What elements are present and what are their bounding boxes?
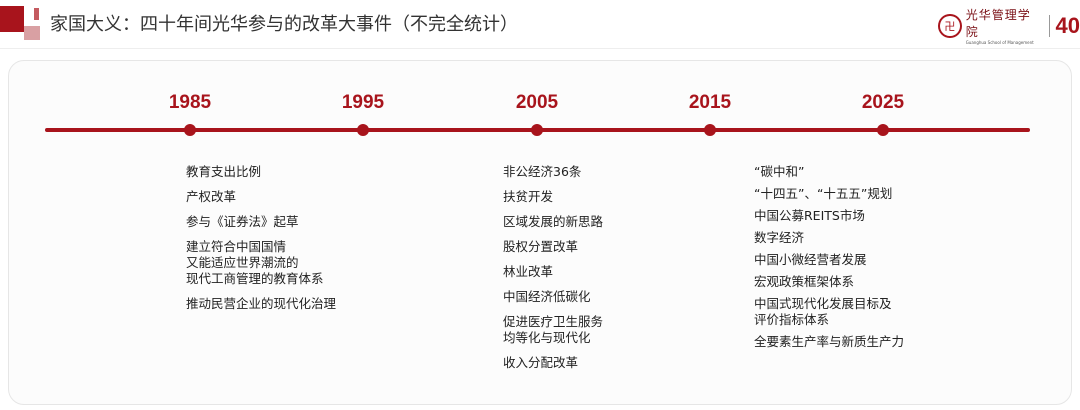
decor-square [34, 8, 39, 20]
timeline-dot [704, 124, 716, 136]
event-item: 促进医疗卫生服务 均等化与现代化 [503, 314, 604, 345]
event-item: 推动民营企业的现代化治理 [186, 296, 337, 311]
event-item: 中国式现代化发展目标及 评价指标体系 [754, 296, 892, 327]
event-item: 林业改革 [503, 264, 554, 279]
anniversary-mark: 40 [1055, 12, 1080, 38]
divider [0, 48, 1080, 49]
event-item: “碳中和” [754, 164, 805, 179]
timeline-dot [531, 124, 543, 136]
timeline-dot [184, 124, 196, 136]
year-label: 2015 [688, 92, 732, 113]
event-item: 扶贫开发 [503, 189, 554, 204]
decor-square [0, 6, 24, 32]
event-item: 参与《证券法》起草 [186, 214, 299, 229]
event-item: 中国公募REITS市场 [754, 208, 865, 223]
logo: 卍 光华管理学院 Guanghua School of Management 4… [938, 6, 1080, 45]
decor-square [24, 26, 40, 40]
event-item: 中国小微经营者发展 [754, 252, 867, 267]
event-item: 产权改革 [186, 189, 237, 204]
seal-icon: 卍 [938, 13, 962, 38]
event-list-1985: 教育支出比例 产权改革参与《证券法》起草建立符合中国国情 又能适应世界潮流的 现代… [186, 164, 336, 321]
event-item: 宏观政策框架体系 [754, 274, 855, 289]
timeline-panel [8, 60, 1072, 405]
event-item: 全要素生产率与新质生产力 [754, 334, 905, 349]
event-item: 收入分配改革 [503, 355, 579, 370]
logo-name-en: Guanghua School of Management [965, 40, 1034, 45]
event-item: 股权分置改革 [503, 239, 579, 254]
year-label: 1995 [341, 92, 385, 113]
event-list-2025: “碳中和” “十四五”、“十五五”规划 中国公募REITS市场 数字经济中国小微经营者… [754, 164, 904, 356]
page-title: 家国大义：四十年间光华参与的改革大事件（不完全统计） [50, 14, 518, 35]
event-item: 非公经济36条 [503, 164, 582, 179]
logo-name-cn: 光华管理学院 [965, 8, 1031, 39]
year-label: 2025 [861, 92, 905, 113]
timeline-dot [357, 124, 369, 136]
event-item: 中国经济低碳化 [503, 289, 591, 304]
year-label: 1985 [168, 92, 212, 113]
divider [1048, 14, 1050, 37]
event-item: 数字经济 [754, 230, 805, 245]
event-item: 教育支出比例 [186, 164, 262, 179]
year-label: 2005 [515, 92, 559, 113]
event-item: “十四五”、“十五五”规划 [754, 186, 893, 201]
timeline-dot [877, 124, 889, 136]
event-list-2005: 非公经济36条 扶贫开发区域发展的新思路 股权分置改革 林业改革中国经济低碳化促进医疗… [503, 164, 603, 380]
event-item: 建立符合中国国情 又能适应世界潮流的 现代工商管理的教育体系 [186, 239, 324, 286]
event-item: 区域发展的新思路 [503, 214, 604, 229]
